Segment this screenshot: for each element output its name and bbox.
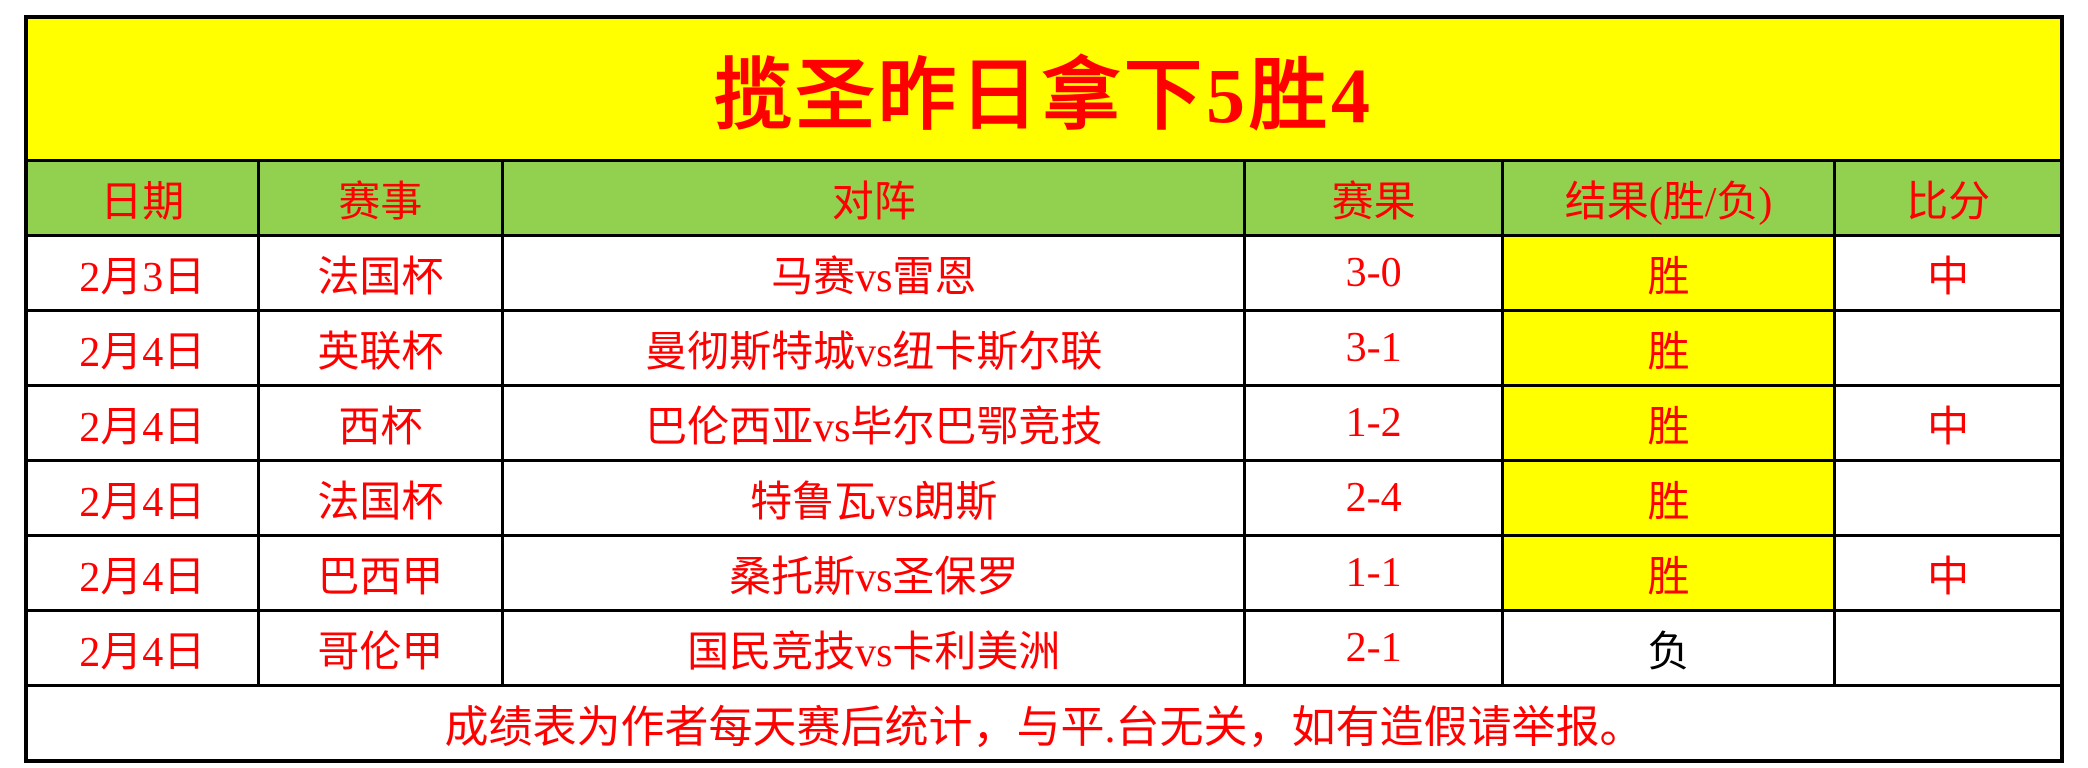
table-row-6-match: 国民竞技vs卡利美洲 [504,612,1244,684]
table-row-1-date: 2月3日 [28,237,257,309]
table-row-4-hit [1836,462,2060,534]
table-row-5-match: 桑托斯vs圣保罗 [504,537,1244,609]
table-row-2-hit [1836,312,2060,384]
column-header-score: 赛果 [1246,162,1501,234]
table-row-3-match: 巴伦西亚vs毕尔巴鄂竞技 [504,387,1244,459]
table-row-5-league: 巴西甲 [259,537,502,609]
table-row-1-hit: 中 [1836,237,2060,309]
table-row-3-score: 1-2 [1246,387,1501,459]
table-row-2-score: 3-1 [1246,312,1501,384]
table-row-6-score: 2-1 [1246,612,1501,684]
table-footer: 成绩表为作者每天赛后统计，与平.台无关，如有造假请举报。 [28,687,2060,759]
table-row-3-league: 西杯 [259,387,502,459]
table-row-6-hit [1836,612,2060,684]
table-row-2-league: 英联杯 [259,312,502,384]
table-row-4-league: 法国杯 [259,462,502,534]
table-row-4-match: 特鲁瓦vs朗斯 [504,462,1244,534]
results-table: 揽圣昨日拿下5胜4 日期 赛事 对阵 赛果 结果(胜/负) 比分 2月3日 法国杯… [24,15,2064,763]
column-header-result: 结果(胜/负) [1503,162,1834,234]
table-row-1-result: 胜 [1503,237,1834,309]
table-row-6-league: 哥伦甲 [259,612,502,684]
table-row-5-score: 1-1 [1246,537,1501,609]
page-title: 揽圣昨日拿下5胜4 [28,19,2060,159]
column-header-hit: 比分 [1836,162,2060,234]
table-row-2-date: 2月4日 [28,312,257,384]
table-row-6-result: 负 [1503,612,1834,684]
column-header-match: 对阵 [504,162,1244,234]
table-row-2-match: 曼彻斯特城vs纽卡斯尔联 [504,312,1244,384]
table-row-4-result: 胜 [1503,462,1834,534]
table-row-5-hit: 中 [1836,537,2060,609]
table-row-5-date: 2月4日 [28,537,257,609]
table-row-2-result: 胜 [1503,312,1834,384]
table-row-4-score: 2-4 [1246,462,1501,534]
table-row-4-date: 2月4日 [28,462,257,534]
table-row-3-hit: 中 [1836,387,2060,459]
table-row-5-result: 胜 [1503,537,1834,609]
table-row-1-league: 法国杯 [259,237,502,309]
table-row-1-score: 3-0 [1246,237,1501,309]
table-row-3-result: 胜 [1503,387,1834,459]
column-header-league: 赛事 [259,162,502,234]
table-row-6-date: 2月4日 [28,612,257,684]
column-header-date: 日期 [28,162,257,234]
table-row-1-match: 马赛vs雷恩 [504,237,1244,309]
table-row-3-date: 2月4日 [28,387,257,459]
